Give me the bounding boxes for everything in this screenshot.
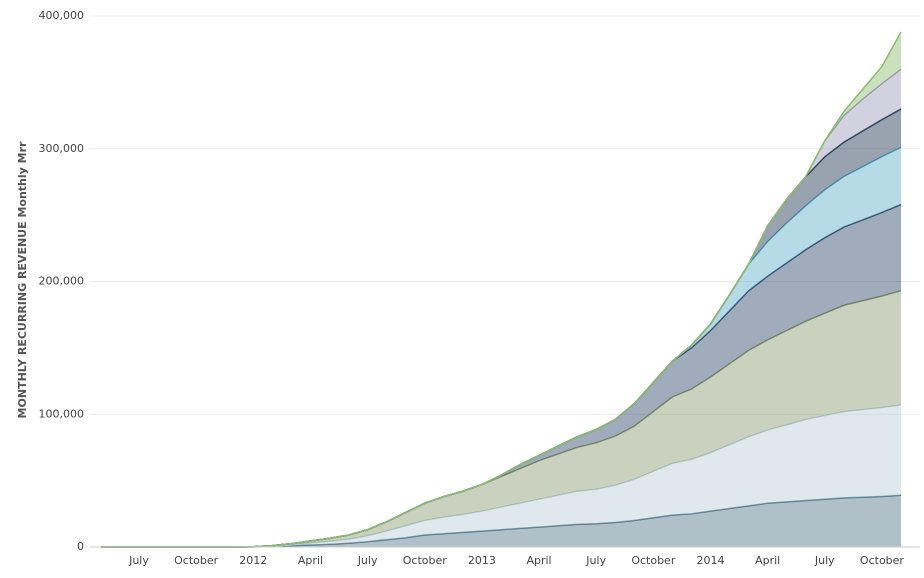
y-tick-label: 200,000 xyxy=(39,275,85,288)
y-tick-label: 300,000 xyxy=(39,142,85,155)
x-tick-label: October xyxy=(631,554,675,567)
x-tick-label: July xyxy=(585,554,606,567)
x-tick-label: April xyxy=(526,554,551,567)
x-tick-label: July xyxy=(814,554,835,567)
y-tick-label: 0 xyxy=(77,540,84,553)
x-tick-label: October xyxy=(860,554,904,567)
x-tick-label: October xyxy=(174,554,218,567)
y-tick-label: 400,000 xyxy=(39,9,85,22)
x-tick-label: April xyxy=(755,554,780,567)
area xyxy=(100,404,901,547)
area xyxy=(100,290,901,547)
area xyxy=(100,495,901,547)
y-axis-label: MONTHLY RECURRING REVENUE Monthly Mrr xyxy=(16,141,29,418)
x-tick-label: October xyxy=(403,554,447,567)
x-tick-label: July xyxy=(128,554,149,567)
x-tick-label: 2013 xyxy=(468,554,496,567)
x-tick-label: April xyxy=(298,554,323,567)
x-tick-label: 2014 xyxy=(697,554,725,567)
y-tick-label: 100,000 xyxy=(39,407,85,420)
x-tick-label: July xyxy=(357,554,378,567)
x-tick-label: 2012 xyxy=(239,554,267,567)
